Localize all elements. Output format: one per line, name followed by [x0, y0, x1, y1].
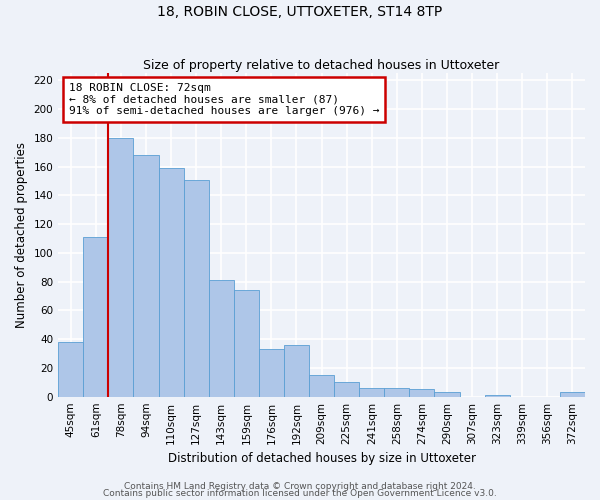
- Bar: [109, 138, 133, 396]
- Bar: [359, 388, 385, 396]
- Bar: [434, 392, 460, 396]
- Text: 18 ROBIN CLOSE: 72sqm
← 8% of detached houses are smaller (87)
91% of semi-detac: 18 ROBIN CLOSE: 72sqm ← 8% of detached h…: [69, 83, 379, 116]
- Bar: [158, 168, 184, 396]
- Bar: [409, 390, 434, 396]
- Bar: [334, 382, 359, 396]
- Bar: [284, 345, 309, 397]
- Bar: [309, 375, 334, 396]
- Bar: [133, 155, 158, 396]
- Bar: [485, 395, 510, 396]
- Bar: [209, 280, 234, 396]
- Y-axis label: Number of detached properties: Number of detached properties: [15, 142, 28, 328]
- Bar: [184, 180, 209, 396]
- X-axis label: Distribution of detached houses by size in Uttoxeter: Distribution of detached houses by size …: [167, 452, 476, 465]
- Text: Contains public sector information licensed under the Open Government Licence v3: Contains public sector information licen…: [103, 489, 497, 498]
- Title: Size of property relative to detached houses in Uttoxeter: Size of property relative to detached ho…: [143, 59, 500, 72]
- Text: 18, ROBIN CLOSE, UTTOXETER, ST14 8TP: 18, ROBIN CLOSE, UTTOXETER, ST14 8TP: [157, 5, 443, 19]
- Bar: [234, 290, 259, 397]
- Bar: [58, 342, 83, 396]
- Bar: [560, 392, 585, 396]
- Bar: [83, 237, 109, 396]
- Bar: [259, 349, 284, 397]
- Text: Contains HM Land Registry data © Crown copyright and database right 2024.: Contains HM Land Registry data © Crown c…: [124, 482, 476, 491]
- Bar: [385, 388, 409, 396]
